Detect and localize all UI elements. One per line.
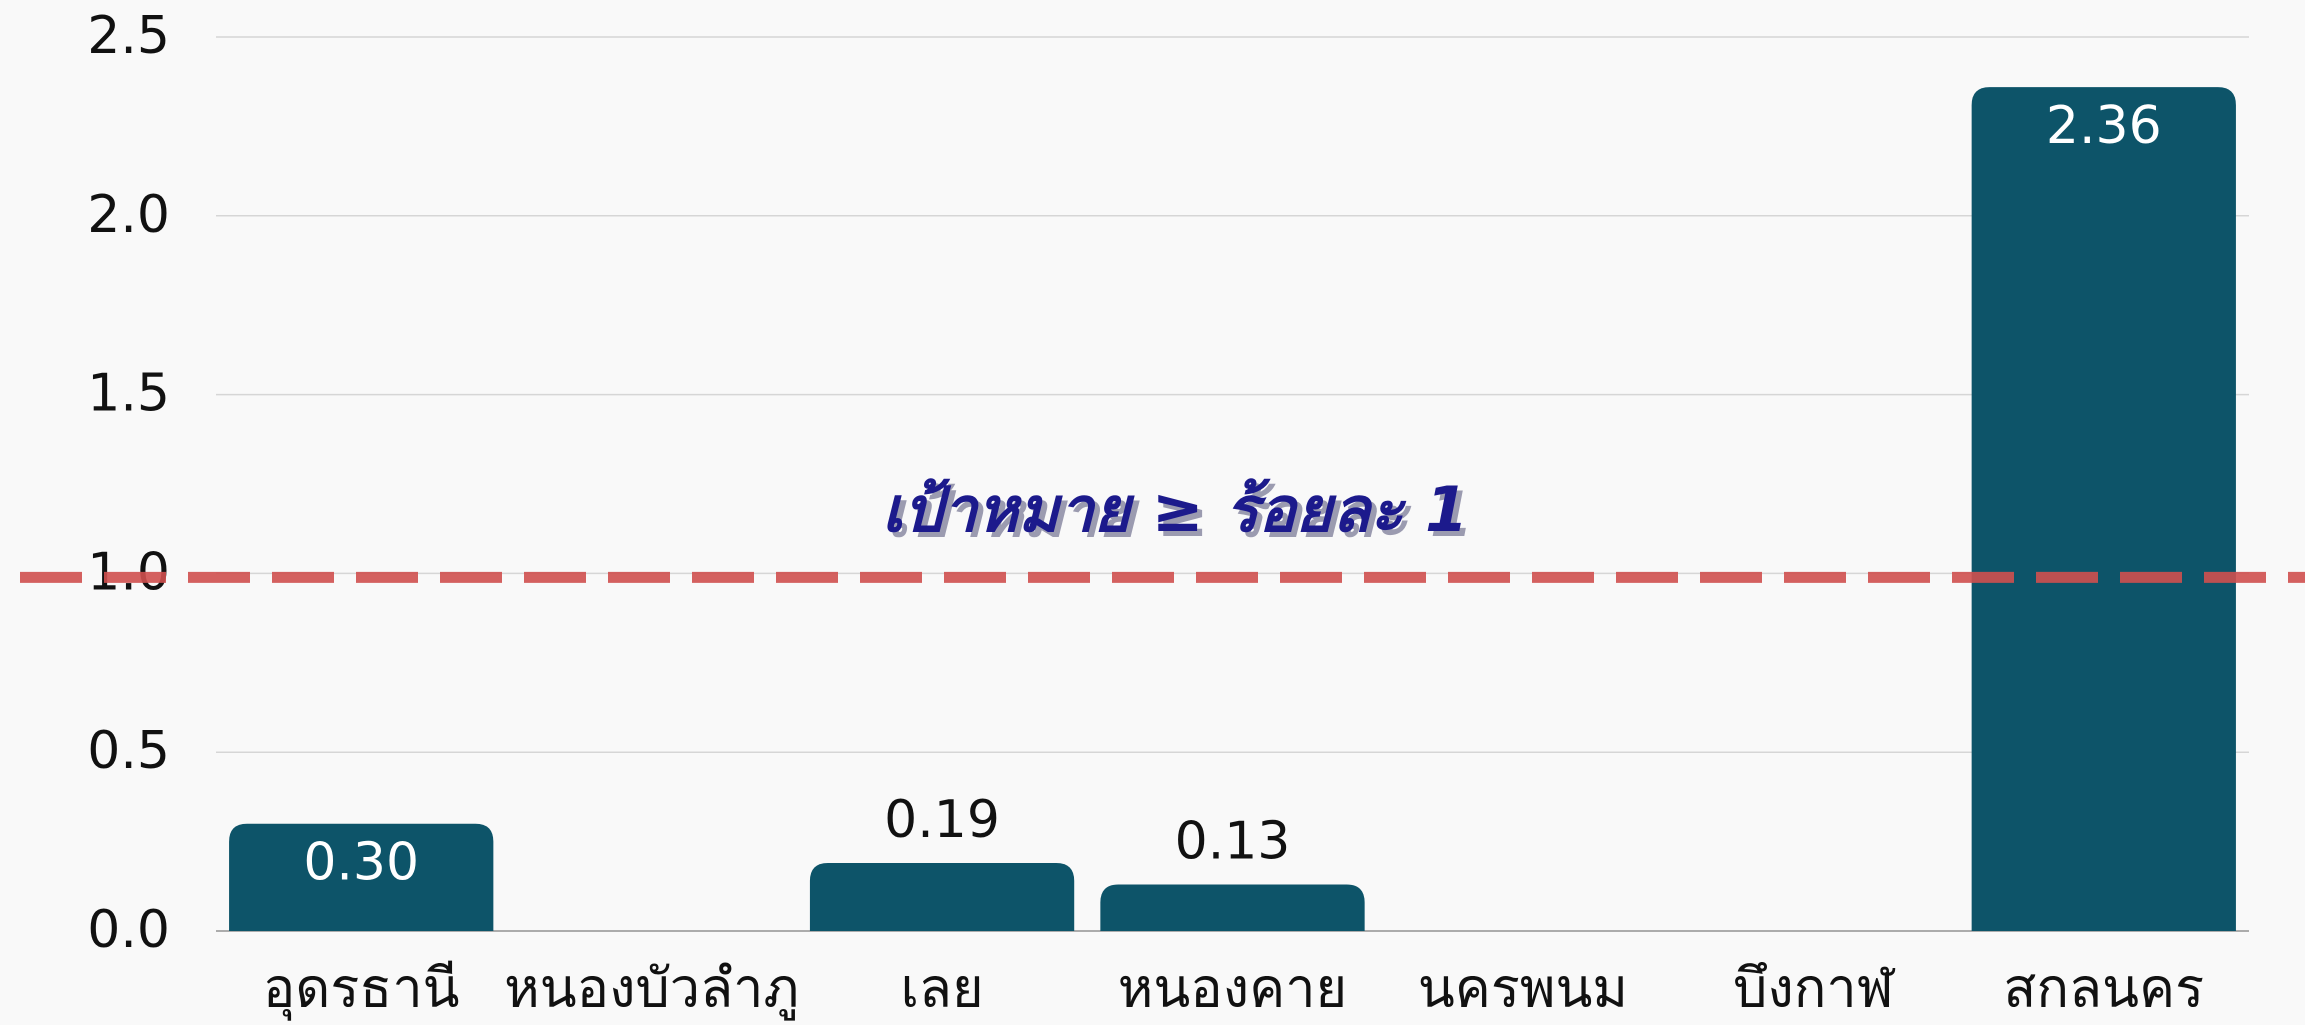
y-tick-label: 0.0 (87, 900, 170, 960)
x-tick-label: อุดรธานี (263, 957, 460, 1022)
x-tick-label: สกลนคร (2003, 957, 2204, 1020)
y-tick-label: 2.0 (87, 185, 170, 245)
y-tick-label: 1.5 (87, 364, 170, 424)
y-tick-label: 0.5 (87, 721, 170, 781)
value-label: 0.30 (303, 833, 419, 893)
bar (809, 863, 1075, 931)
x-tick-label: นครพนม (1418, 957, 1628, 1020)
bar (1971, 87, 2236, 931)
value-label: 0.13 (1175, 812, 1291, 872)
x-tick-label: หนองบัวลำภู (504, 957, 799, 1021)
x-tick-label: เลย (900, 957, 983, 1020)
x-tick-label: หนองคาย (1118, 957, 1347, 1020)
value-label: 0.19 (884, 790, 1000, 850)
y-tick-label: 2.5 (87, 6, 170, 66)
value-label: 2.36 (2046, 96, 2162, 156)
annotation-shadow: เป้าหมาย ≥ ร้อยละ 1 (887, 478, 1473, 551)
bar (229, 823, 494, 931)
x-tick-label: บึงกาฬ (1733, 957, 1896, 1020)
bar (1100, 884, 1365, 931)
annotation: เป้าหมาย ≥ ร้อยละ 1 (882, 473, 1468, 546)
